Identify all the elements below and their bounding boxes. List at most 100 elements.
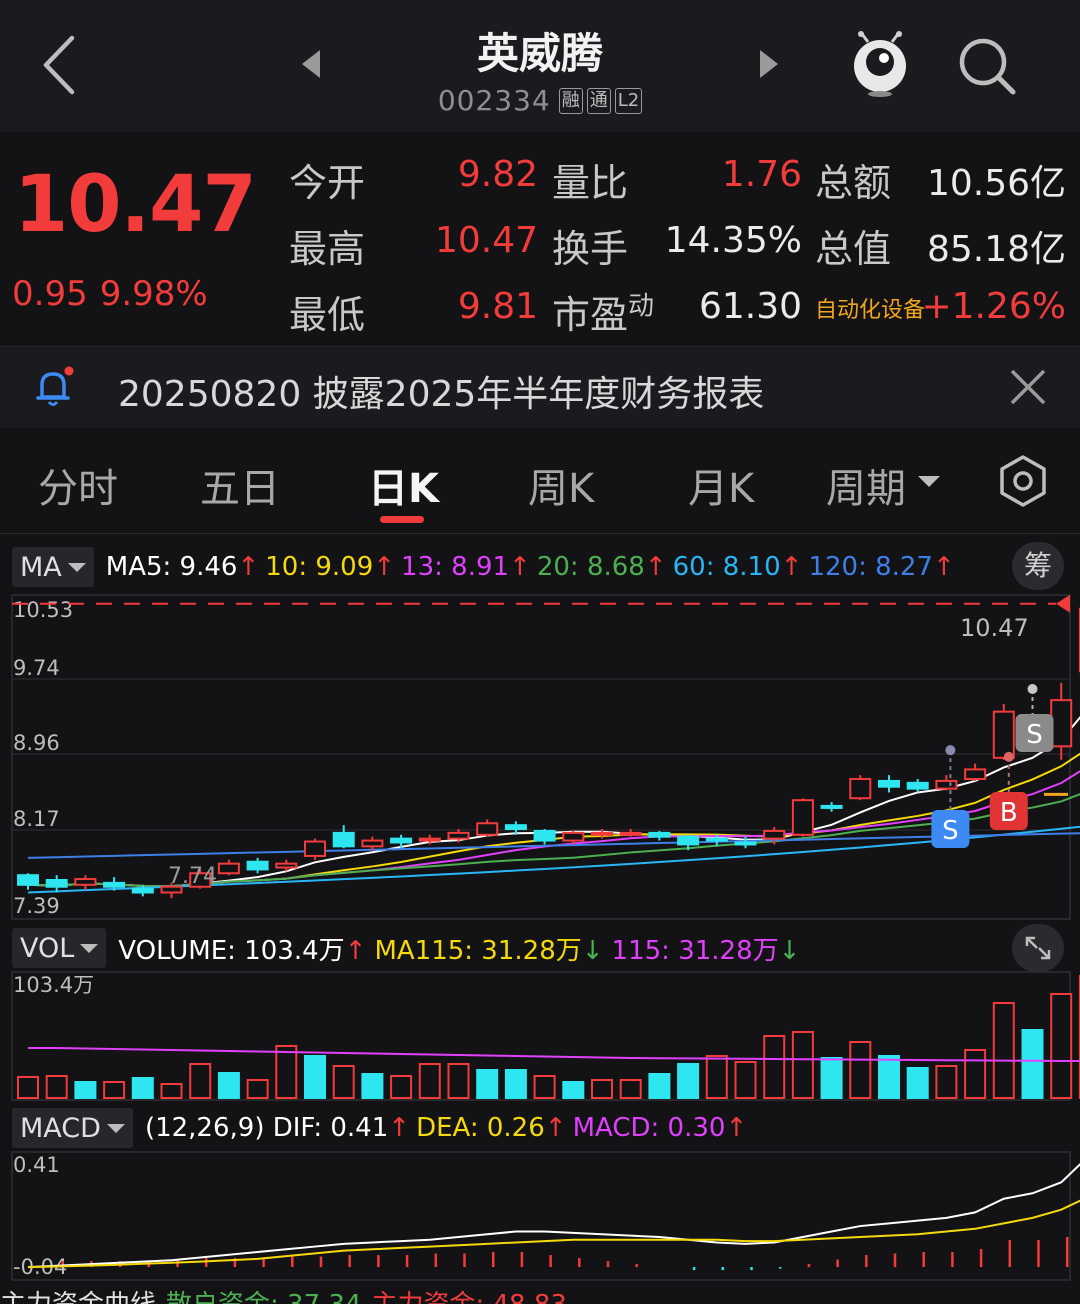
volume-bar <box>103 1081 126 1099</box>
up-arrow-icon: ↑ <box>932 552 955 582</box>
previous-stock-icon[interactable] <box>296 44 326 84</box>
tab-monthly-k[interactable]: 月K <box>688 466 755 512</box>
search-icon[interactable] <box>955 34 1019 98</box>
price-tick-label: 7.39 <box>13 894 60 918</box>
macd-axis-top: 0.41 <box>13 1153 60 1177</box>
macd-plot: 0.41-0.04 <box>13 1153 1080 1279</box>
candle-body <box>964 768 987 781</box>
ma-items-item-4: 60: 8.10↑ <box>673 552 803 582</box>
candle-body <box>791 799 814 836</box>
volume-bar <box>648 1073 671 1099</box>
candle-body <box>763 829 786 840</box>
industry-label[interactable]: 自动化设备 <box>815 298 926 323</box>
chevron-down-icon[interactable] <box>918 476 940 487</box>
volume-bar <box>734 1061 757 1099</box>
volume-bar <box>390 1075 413 1099</box>
candle-body <box>332 831 355 848</box>
kline-chart[interactable]: 10.53 9.74 8.96 8.17 7.39 10.47 7.74 S B S 103.4… <box>0 590 1080 1304</box>
volume-bars: 103.4万 <box>13 973 1080 1099</box>
volume-indicator-row: VOL VOLUME: 103.4万↑ MA115: 31.28万↓ 115: 31… <box>0 922 1080 974</box>
up-arrow-icon: ↑ <box>344 935 367 966</box>
volume-bar <box>217 1072 240 1099</box>
top-bar: 英威腾 002334 融 通 L2 <box>0 0 1080 132</box>
ma-indicator-row: MA MA5: 9.46↑ 10: 9.09↑ 13: 8.91↑ 20: 8.68↑… <box>0 541 1080 593</box>
ma-items-item-1: 10: 9.09↑ <box>265 552 395 582</box>
up-arrow-icon: ↑ <box>388 1113 411 1143</box>
macd-indicator-row: MACD (12,26,9) DIF: 0.41↑ DEA: 0.26↑ MACD:… <box>0 1102 1080 1154</box>
next-stock-icon[interactable] <box>754 44 784 84</box>
market-cap-label: 总值 <box>815 227 892 271</box>
back-arrow-icon[interactable] <box>36 30 86 100</box>
volume-bar <box>447 1063 470 1099</box>
volume-bar <box>849 1041 872 1099</box>
volume-bar <box>906 1067 929 1099</box>
industry-change: +1.26% <box>921 286 1066 327</box>
settings-icon[interactable] <box>996 454 1050 508</box>
indicator-value: DEA: 0.26 <box>416 1113 545 1143</box>
candle-body <box>820 804 843 809</box>
indicator-value: MA115: 31.28万 <box>374 935 582 966</box>
pe-label: 市盈动 <box>552 284 654 339</box>
chip-distribution-button[interactable]: 筹 <box>1012 542 1064 590</box>
expand-icon[interactable] <box>1012 924 1064 972</box>
volume-bar <box>131 1077 154 1099</box>
ma-selector[interactable]: MA <box>12 547 94 587</box>
change-amount: 0.95 <box>12 274 88 314</box>
candle-body <box>447 831 470 840</box>
tab-intraday[interactable]: 分时 <box>38 466 118 512</box>
candle-body <box>217 862 240 875</box>
volume-bar <box>246 1079 269 1099</box>
volume-axis-label: 103.4万 <box>13 973 94 997</box>
volume-bar <box>763 1035 786 1099</box>
mascot-icon[interactable] <box>850 30 910 100</box>
ma-items-item-2: 13: 8.91↑ <box>401 552 531 582</box>
volume-bar <box>878 1055 900 1099</box>
volume-bar <box>677 1063 700 1099</box>
macd-selector[interactable]: MACD <box>12 1108 133 1148</box>
active-tab-indicator <box>380 516 424 523</box>
turnover-value: 14.35% <box>664 220 802 261</box>
up-arrow-icon: ↑ <box>725 1113 748 1143</box>
candle-body <box>906 781 929 790</box>
volume-bar <box>504 1069 527 1099</box>
vol-items-item-2: 115: 31.28万↓ <box>612 936 801 966</box>
candle-body <box>705 837 728 842</box>
notice-bar[interactable]: 20250820 披露2025年半年度财务报表 <box>0 346 1080 428</box>
chevron-down-icon <box>67 562 86 572</box>
volume-bar <box>17 1076 39 1099</box>
tab-weekly-k[interactable]: 周K <box>528 466 595 512</box>
macd-selector-label: MACD <box>20 1112 101 1144</box>
market-cap-value: 85.18亿 <box>926 229 1066 270</box>
close-icon[interactable] <box>1006 365 1050 409</box>
volume-bar <box>361 1073 384 1099</box>
vol-selector[interactable]: VOL <box>12 928 107 968</box>
notice-text[interactable]: 20250820 披露2025年半年度财务报表 <box>118 374 765 415</box>
signal-dot <box>1027 683 1038 694</box>
pe-label-sup: 动 <box>628 291 655 322</box>
tab-five-day[interactable]: 五日 <box>200 466 280 512</box>
tab-period[interactable]: 周期 <box>826 466 906 512</box>
connect-tag: 通 <box>586 87 611 114</box>
candle-body <box>131 887 154 894</box>
chevron-down-icon <box>106 1123 125 1133</box>
ma-selector-label: MA <box>20 551 62 583</box>
low-price-label: 7.74 <box>168 864 217 889</box>
capital-flow-values: 主力资金曲线散户资金: 37.34 主力资金: 48.83 <box>0 1290 577 1304</box>
stock-code: 002334 <box>437 84 551 117</box>
high-label: 最高 <box>289 227 366 271</box>
price-tick-label: 8.17 <box>13 807 60 831</box>
candle-body <box>677 835 700 846</box>
current-price-label: 10.47 <box>960 614 1029 642</box>
tab-daily-k[interactable]: 日K <box>368 466 439 512</box>
ma-items-item-5: 120: 8.27↑ <box>808 552 954 582</box>
price-tick-label: 9.74 <box>13 656 60 680</box>
candle-body <box>734 841 757 846</box>
level2-tag: L2 <box>614 87 643 114</box>
indicator-value: 主力资金曲线 <box>0 1290 156 1304</box>
sell-signal-badge: S <box>942 816 959 846</box>
indicator-value: 20: 8.68 <box>536 552 645 582</box>
bell-icon <box>36 366 74 406</box>
volume-bar <box>332 1065 355 1099</box>
volume-ma-line <box>28 1047 1080 1062</box>
pe-label-text: 市盈 <box>552 293 629 337</box>
